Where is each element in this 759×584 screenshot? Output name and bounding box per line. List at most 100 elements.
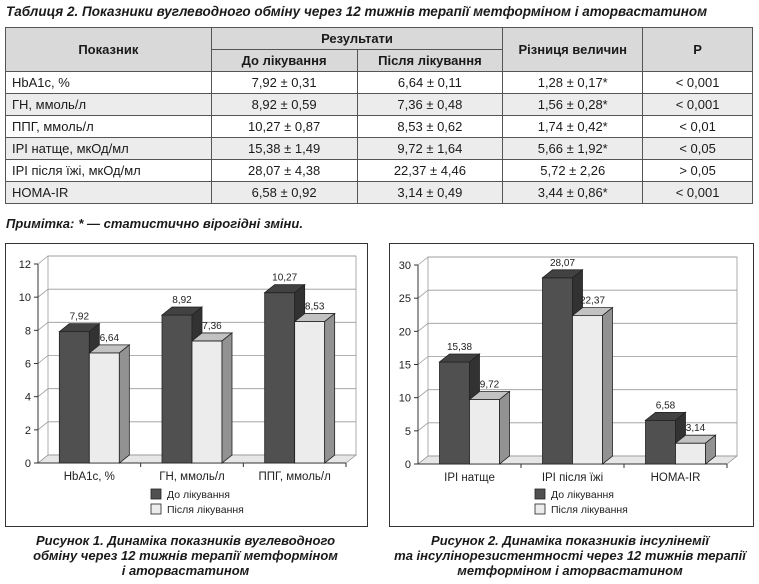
data-label: 9,72 (480, 380, 500, 391)
data-label: 10,27 (272, 273, 297, 284)
row-diff: 5,66 ± 1,92* (502, 137, 644, 160)
legend-swatch (150, 488, 162, 500)
bar-front (572, 315, 603, 465)
data-label: 7,92 (70, 312, 90, 323)
y-tick-label: 0 (405, 459, 411, 471)
figure-2-chart: 0 5 10 15 20 25 30 15,38 9,72 IPI натще 28,07 22,37… (389, 243, 754, 527)
row-diff: 1,74 ± 0,42* (502, 115, 644, 138)
row-p: < 0,05 (642, 137, 753, 160)
bar-front (191, 340, 223, 464)
row-indicator: HbA1c, % (5, 71, 212, 94)
table-row: IPI натще, мкОд/мл 15,38 ± 1,49 9,72 ± 1… (5, 137, 753, 160)
data-label: 8,53 (305, 302, 325, 313)
bar (190, 332, 234, 464)
row-diff: 1,56 ± 0,28* (502, 93, 644, 116)
caption-line: обміну через 12 тижнів терапії метформін… (33, 548, 338, 563)
bar (293, 312, 336, 464)
figure-2-svg: 0 5 10 15 20 25 30 15,38 9,72 IPI натще 28,07 22,37… (399, 256, 739, 516)
plot-area: 0 5 10 15 20 25 30 15,38 9,72 IPI натще 28,07 22,37… (399, 256, 739, 516)
bar-front (161, 314, 193, 464)
y-tick-label: 0 (25, 458, 31, 470)
bar-front (645, 419, 676, 465)
row-indicator: HOMA-IR (5, 181, 212, 204)
row-diff: 3,44 ± 0,86* (502, 181, 644, 204)
row-p: > 0,05 (642, 159, 753, 182)
figure-1-svg: 0 2 4 6 8 10 12 7,92 6,64 HbA1c, % 8,92 7,36 ГН, ммо… (19, 255, 358, 516)
bar-front (58, 331, 90, 464)
gridline-diag (37, 288, 49, 298)
note-text: * — статистично вірогідні зміни. (78, 216, 303, 231)
x-tick-label: ППГ, ммоль/л (259, 471, 331, 483)
row-after: 3,14 ± 0,49 (356, 181, 504, 204)
legend-swatch (534, 488, 546, 500)
legend-label: Після лікування (167, 504, 244, 516)
x-tick-label: HOMA-IR (651, 472, 701, 484)
bar-side (499, 390, 510, 465)
data-label: 7,36 (202, 321, 222, 332)
gridline-diag (37, 255, 49, 265)
bar-side (602, 306, 613, 465)
row-p: < 0,001 (642, 71, 753, 94)
caption-line: Рисунок 2. Динаміка показників інсулінем… (431, 533, 709, 548)
header-after: Після лікування (356, 49, 504, 72)
note-label: Примітка: (6, 216, 75, 231)
row-indicator: IPI після їжі, мкОд/мл (5, 159, 212, 182)
y-tick-label: 12 (19, 259, 31, 271)
gridline-diag (417, 422, 429, 432)
data-label: 28,07 (550, 258, 575, 269)
header-p: P (642, 27, 753, 72)
table-row: ППГ, ммоль/л 10,27 ± 0,87 8,53 ± 0,62 1,… (5, 115, 753, 138)
y-tick-label: 10 (19, 292, 31, 304)
row-after: 8,53 ± 0,62 (356, 115, 504, 138)
row-before: 28,07 ± 4,38 (210, 159, 358, 182)
header-results: Результати (210, 27, 504, 50)
table-row: ГН, ммоль/л 8,92 ± 0,59 7,36 ± 0,48 1,56… (5, 93, 753, 116)
y-tick-label: 4 (25, 392, 31, 404)
legend-label: До лікування (167, 489, 230, 501)
data-label: 6,58 (656, 400, 676, 411)
caption-line: Рисунок 1. Динаміка показників вуглеводн… (35, 533, 336, 548)
figure-1-chart: 0 2 4 6 8 10 12 7,92 6,64 HbA1c, % 8,92 7,36 ГН, ммо… (5, 243, 368, 527)
data-label: 6,64 (100, 333, 120, 344)
row-after: 7,36 ± 0,48 (356, 93, 504, 116)
bar-front (264, 292, 296, 464)
gridline-diag (37, 454, 49, 464)
gridline-diag (417, 356, 429, 365)
table-row: IPI після їжі, мкОд/мл 28,07 ± 4,38 22,3… (5, 159, 753, 182)
row-after: 6,64 ± 0,11 (356, 71, 504, 94)
gridline-diag (417, 455, 429, 465)
row-p: < 0,001 (642, 181, 753, 204)
gridline-diag (417, 289, 429, 299)
y-tick-label: 2 (25, 425, 31, 437)
bar (468, 390, 511, 465)
bar-front (88, 352, 120, 464)
bar-side (221, 332, 233, 464)
x-tick-label: IPI натще (444, 472, 495, 484)
figure-2-caption: Рисунок 2. Динаміка показників інсулінем… (385, 533, 755, 578)
legend-swatch (150, 503, 162, 515)
carbohydrate-metabolism-table: Показник Результати Різниця величин P До… (5, 27, 753, 204)
legend-swatch (534, 503, 546, 515)
figure-1-caption: Рисунок 1. Динаміка показників вуглеводн… (5, 533, 366, 578)
header-indicator: Показник (5, 27, 212, 72)
table-note: Примітка: * — статистично вірогідні зміни… (6, 216, 303, 231)
table-row: HOMA-IR 6,58 ± 0,92 3,14 ± 0,49 3,44 ± 0… (5, 181, 753, 204)
y-tick-label: 30 (399, 260, 411, 272)
gridline-diag (37, 388, 49, 397)
data-label: 22,37 (580, 296, 605, 307)
caption-line: та інсулінорезистентності через 12 тижні… (394, 548, 746, 563)
table-row: HbA1c, % 7,92 ± 0,31 6,64 ± 0,11 1,28 ± … (5, 71, 753, 94)
x-tick-label: ГН, ммоль/л (159, 471, 225, 483)
y-tick-label: 20 (399, 326, 411, 338)
bar-side (118, 344, 130, 464)
bar-front (294, 321, 326, 464)
row-p: < 0,001 (642, 93, 753, 116)
bar-front (469, 399, 500, 465)
header-diff: Різниця величин (502, 27, 644, 72)
y-tick-label: 8 (25, 325, 31, 337)
legend-label: До лікування (551, 489, 614, 501)
row-indicator: ГН, ммоль/л (5, 93, 212, 116)
bar-front (542, 277, 573, 465)
row-before: 6,58 ± 0,92 (210, 181, 358, 204)
gridline-diag (417, 323, 429, 332)
